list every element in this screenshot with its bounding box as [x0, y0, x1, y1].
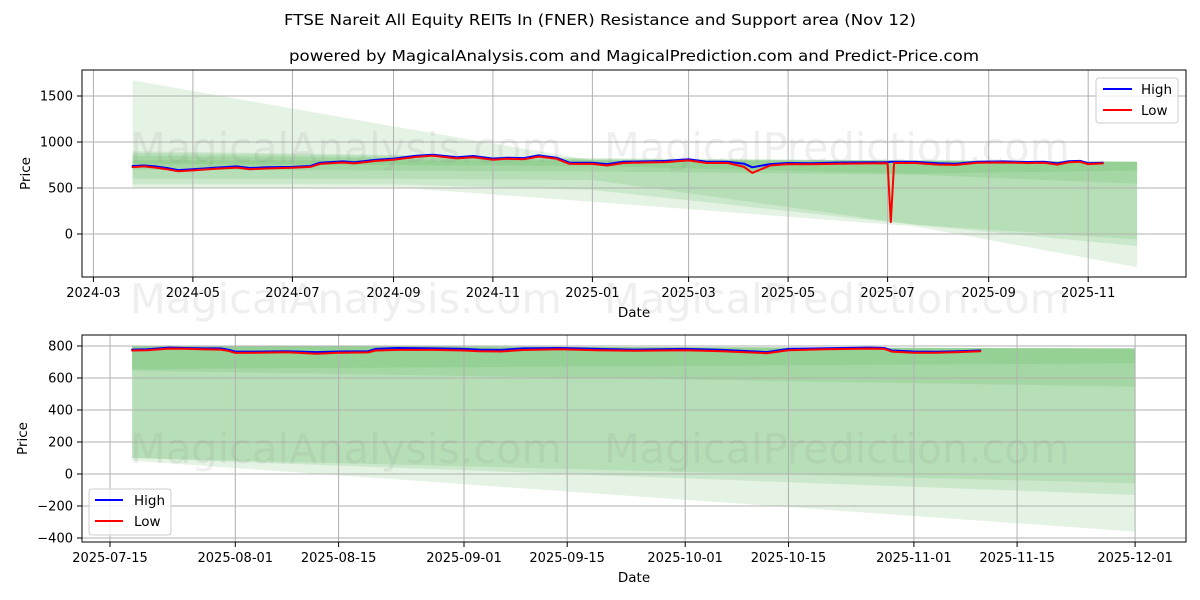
x-tick-label: 2025-11 [1061, 286, 1115, 301]
support-resistance-band [132, 345, 1136, 532]
y-tick-label: 600 [48, 372, 73, 387]
x-tick-label: 2025-01 [565, 286, 619, 301]
series-layer [131, 153, 1104, 224]
axes-frame [81, 69, 1187, 278]
y-tick-label: 0 [65, 228, 73, 243]
y-tick-label: 200 [48, 436, 73, 451]
high-price-line [131, 153, 1104, 172]
axes-border [81, 334, 1187, 543]
grid-layer [82, 335, 1186, 542]
y-tick-label: 1000 [40, 136, 73, 151]
x-tick-label: 2025-08-15 [301, 551, 377, 566]
legend-low-label: Low [1141, 103, 1168, 119]
x-tick-label: 2025-09-01 [426, 551, 502, 566]
watermark-text: MagicalAnalysis.com [130, 124, 562, 172]
support-resistance-band [132, 345, 1136, 484]
low-price-line [131, 154, 1104, 224]
grid-layer [82, 70, 1186, 277]
legend-low-label: Low [134, 514, 161, 530]
support-resistance-band [132, 345, 1136, 495]
low-price-line [131, 347, 982, 355]
x-tick-label: 2025-10-01 [647, 551, 723, 566]
x-tick-label: 2025-05 [761, 286, 815, 301]
figure-title: FTSE Nareit All Equity REITs In (FNER) R… [284, 11, 916, 29]
watermark-layer: MagicalAnalysis.com MagicalPrediction.co… [130, 124, 1070, 473]
series-layer [131, 346, 982, 355]
support-resistance-band [132, 151, 1138, 247]
x-tick-label: 2024-05 [166, 286, 220, 301]
legend: High Low [88, 488, 172, 536]
watermark-text: MagicalPrediction.com [604, 425, 1070, 473]
y-axis-label: Price [18, 157, 34, 190]
support-resistance-band [132, 153, 1138, 240]
x-tick-label: 2025-09 [962, 286, 1016, 301]
x-tick-label: 2024-11 [466, 286, 520, 301]
axes-border [81, 69, 1187, 278]
support-resistance-band [132, 80, 1138, 268]
x-tick-label: 2025-12-01 [1097, 551, 1173, 566]
watermark-text: MagicalAnalysis.com [130, 275, 562, 323]
y-tick-label: −200 [37, 500, 73, 515]
y-tick-label: 400 [48, 404, 73, 419]
x-axis-label: Date [618, 305, 650, 321]
y-tick-label: 800 [48, 340, 73, 355]
watermark-text: MagicalPrediction.com [604, 275, 1070, 323]
x-tick-label: 2025-10-15 [751, 551, 827, 566]
x-tick-label: 2025-09-15 [529, 551, 605, 566]
watermark-text: MagicalPrediction.com [604, 124, 1070, 172]
legend: High Low [1095, 77, 1179, 124]
x-tick-label: 2025-07 [860, 286, 914, 301]
y-tick-label: 0 [65, 468, 73, 483]
x-tick-label: 2025-11-15 [979, 551, 1055, 566]
tick-layer: 2024-03 2024-05 2024-07 2024-09 2024-11 2025-… [40, 90, 1115, 302]
y-tick-label: 1500 [40, 90, 73, 105]
support-resistance-band [132, 345, 1136, 387]
tick-layer: 2025-07-15 2025-08-01 2025-08-15 2025-09-01… [37, 340, 1173, 567]
x-tick-label: 2024-07 [265, 286, 319, 301]
y-tick-label: −400 [37, 532, 73, 547]
x-tick-label: 2024-09 [366, 286, 420, 301]
x-tick-label: 2025-08-01 [198, 551, 274, 566]
x-tick-label: 2025-07-15 [72, 551, 148, 566]
axes-frame [81, 334, 1187, 543]
y-tick-label: 500 [48, 182, 73, 197]
axes-title: powered by MagicalAnalysis.com and Magic… [289, 47, 979, 65]
x-axis-label: Date [618, 570, 650, 586]
chart-recent-window: 2025-07-15 2025-08-01 2025-08-15 2025-09-01… [15, 334, 1187, 586]
y-axis-label: Price [15, 422, 31, 455]
x-tick-label: 2025-03 [661, 286, 715, 301]
chart-full-history: 2024-03 2024-05 2024-07 2024-09 2024-11 2025-… [18, 47, 1187, 321]
x-tick-label: 2025-11-01 [876, 551, 952, 566]
band-layer [132, 80, 1138, 268]
legend-high-label: High [1141, 82, 1172, 98]
x-tick-label: 2024-03 [66, 286, 120, 301]
support-resistance-band [132, 345, 1136, 370]
watermark-text: MagicalAnalysis.com [130, 425, 562, 473]
band-layer [132, 345, 1136, 532]
legend-high-label: High [134, 493, 165, 509]
